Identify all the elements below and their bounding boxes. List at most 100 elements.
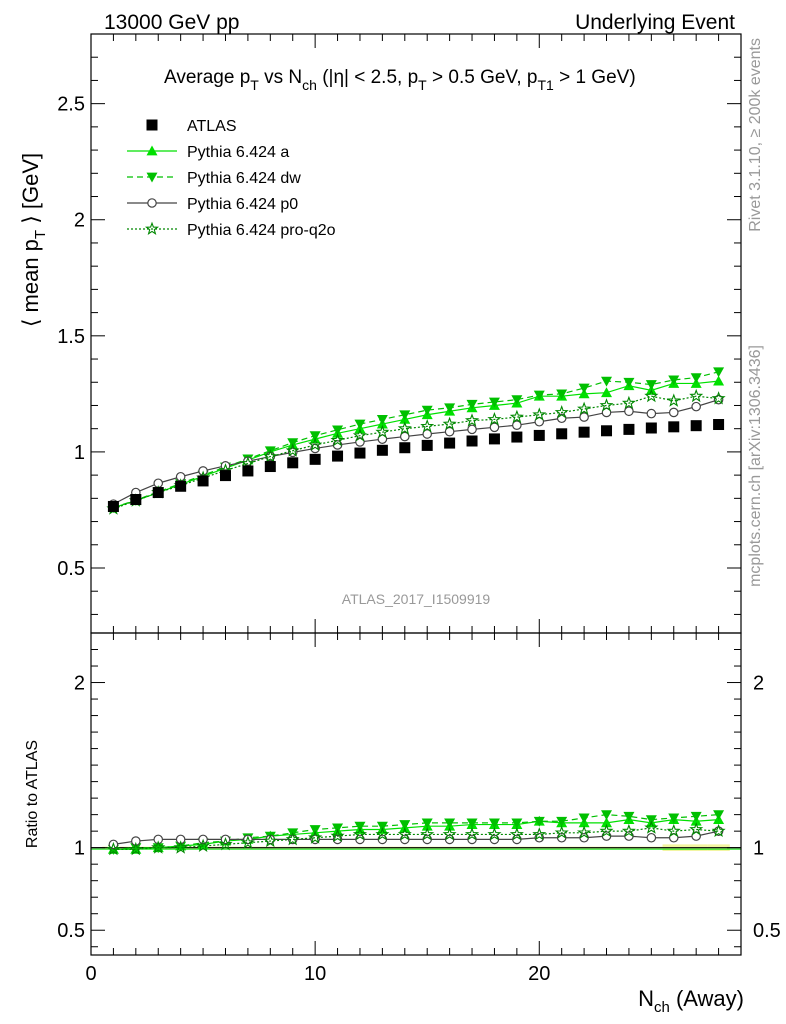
- data-point-main: [668, 407, 679, 418]
- data-point-main: [713, 419, 725, 431]
- data-point-main: [644, 388, 659, 403]
- data-point-main: [466, 399, 478, 410]
- data-point-ratio: [601, 831, 612, 841]
- data-point-main: [666, 393, 681, 407]
- data-point-main: [219, 470, 231, 482]
- legend: ATLAS Pythia 6.424 a Pythia 6.424 dw Pythia…: [127, 118, 336, 239]
- data-point-main: [309, 431, 321, 442]
- data-point-main: [623, 377, 635, 388]
- data-point-ratio: [153, 834, 164, 845]
- data-point-ratio: [376, 821, 388, 832]
- data-point-main: [285, 443, 300, 457]
- y-tick-label-right: 2: [753, 673, 764, 695]
- y-tick-label: 1.5: [57, 326, 85, 348]
- data-point-main: [152, 487, 164, 499]
- legend-marker: [146, 145, 158, 156]
- data-point-main: [332, 440, 343, 450]
- data-point-main: [287, 457, 299, 469]
- data-point-ratio: [579, 832, 589, 843]
- header-left: 13000 GeV pp: [104, 11, 239, 34]
- data-point-main: [309, 453, 321, 465]
- data-point-main: [376, 444, 388, 456]
- data-point-main: [399, 442, 411, 454]
- data-point-ratio: [556, 816, 568, 827]
- data-point-main: [668, 421, 680, 433]
- mcplots-label: mcplots.cern.ch [arXiv:1306.3436]: [747, 345, 764, 587]
- ratio-y-label: Ratio to ATLAS: [24, 740, 41, 848]
- data-point-main: [577, 401, 592, 415]
- data-point-ratio: [511, 818, 523, 829]
- data-point-ratio: [464, 827, 480, 841]
- data-point-main: [645, 380, 657, 391]
- main-y-label-text: ⟨ mean pT ⟩ [GeV]: [18, 153, 49, 327]
- data-point-main: [713, 375, 725, 386]
- data-point-ratio: [645, 815, 657, 826]
- data-point-main: [533, 429, 545, 441]
- data-point-ratio: [444, 818, 456, 829]
- series-line-ratio: [113, 814, 719, 850]
- data-point-main: [197, 475, 209, 487]
- data-point-ratio: [243, 834, 253, 845]
- data-point-ratio: [175, 841, 187, 852]
- legend-marker: [144, 221, 160, 235]
- data-point-ratio: [196, 838, 211, 852]
- data-point-ratio: [646, 832, 657, 843]
- data-point-main: [354, 447, 366, 459]
- data-point-ratio: [420, 827, 435, 841]
- data-point-main: [578, 383, 590, 394]
- data-point-main: [601, 425, 613, 437]
- data-point-ratio: [355, 834, 365, 845]
- data-point-ratio: [399, 834, 410, 845]
- data-point-ratio: [689, 822, 704, 836]
- main-axis-ticks: 0.5 1 1.5 2 2.5: [57, 33, 742, 633]
- data-point-ratio: [690, 811, 702, 822]
- data-point-main: [488, 397, 500, 408]
- data-point-main: [578, 426, 590, 438]
- data-point-ratio: [240, 835, 255, 849]
- ratio-y-label-text: Ratio to ATLAS: [24, 740, 41, 848]
- data-point-ratio: [308, 830, 323, 844]
- data-point-main: [352, 428, 368, 442]
- data-point-ratio: [621, 823, 636, 838]
- data-point-ratio: [285, 831, 300, 846]
- series-line-main: [113, 399, 719, 505]
- data-point-main: [420, 419, 435, 433]
- data-point-main: [107, 500, 119, 512]
- data-point-main: [375, 424, 390, 439]
- main-plot-panel: ATLAS_2017_I1509919 0.5 1 1.5 2 2.5 Average …: [18, 33, 742, 634]
- data-point-ratio: [397, 827, 412, 841]
- legend-marker: [147, 198, 157, 208]
- data-point-main: [599, 398, 614, 412]
- data-point-main: [668, 375, 680, 386]
- rivet-label: Rivet 3.1.10, ≥ 200k events: [747, 38, 764, 232]
- main-plot-data: [106, 367, 726, 515]
- data-point-main: [691, 401, 701, 412]
- data-point-ratio: [442, 827, 457, 841]
- data-point-main: [488, 433, 500, 445]
- data-point-main: [579, 412, 589, 422]
- data-point-main: [532, 407, 547, 421]
- data-point-ratio: [106, 841, 121, 856]
- main-y-label: ⟨ mean pT ⟩ [GeV]: [18, 153, 49, 327]
- data-point-main: [264, 461, 276, 473]
- data-point-ratio: [218, 837, 233, 851]
- data-point-ratio: [668, 813, 680, 824]
- data-point-ratio: [399, 820, 411, 831]
- series-line-ratio: [113, 827, 719, 850]
- data-point-ratio: [554, 825, 569, 839]
- data-point-ratio: [330, 828, 345, 843]
- data-point-ratio: [533, 816, 545, 827]
- data-point-ratio: [601, 810, 613, 821]
- ratio-plot-panel: 0.5 0.51 12 20 10 20 Ratio to ATLAS: [24, 632, 781, 985]
- data-point-main: [376, 415, 388, 425]
- series-line-main: [113, 371, 719, 509]
- data-point-ratio: [512, 834, 522, 845]
- data-point-ratio: [578, 813, 590, 824]
- data-point-ratio: [601, 817, 613, 828]
- data-point-ratio: [711, 823, 726, 838]
- legend-label: Pythia 6.424 a: [187, 144, 289, 161]
- data-point-main: [421, 439, 433, 451]
- data-point-ratio: [421, 818, 433, 829]
- series-line-main: [113, 395, 719, 510]
